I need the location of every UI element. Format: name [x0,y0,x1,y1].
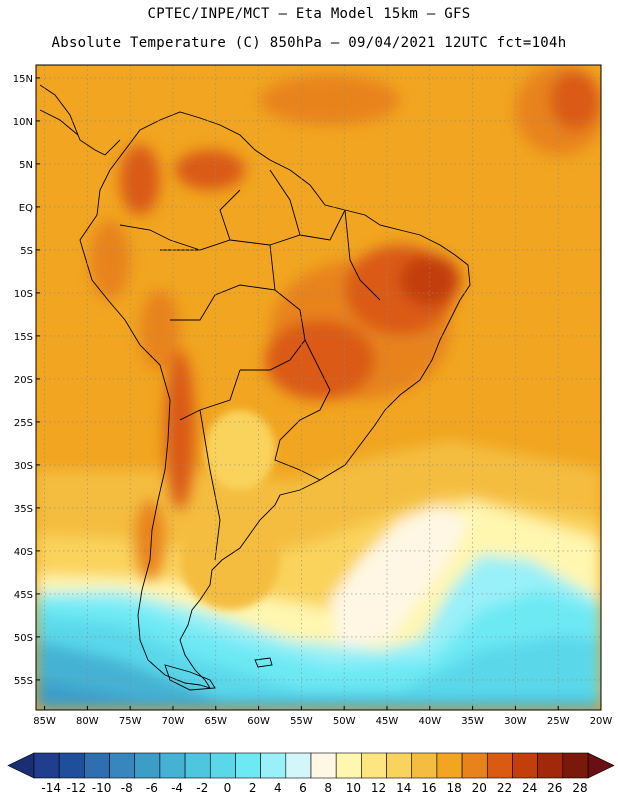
colorbar-label: 24 [522,781,537,795]
colorbar-swatch [285,752,312,779]
lon-tick-label: 70W [162,716,185,727]
colorbar-swatch [159,752,186,779]
colorbar-swatch [461,752,488,779]
lat-tick-label: 15N [13,74,33,85]
map-title-line2: Absolute Temperature (C) 850hPa – 09/04/… [51,35,567,51]
coastline-borders [39,84,471,691]
colorbar-label: -6 [146,781,158,795]
colorbar-high-arrow [587,752,615,779]
central-america-coastline [39,84,121,156]
lat-tick-label: 10S [14,289,33,300]
colorbar-swatch [84,752,110,779]
colorbar-swatch [562,752,589,779]
colorbar-swatch [411,752,438,779]
colorbar-label: 4 [274,781,282,795]
lat-tick-label: 35S [14,504,33,515]
colorbar-label: 22 [497,781,512,795]
colorbar-label: 16 [421,781,436,795]
colorbar-label: 20 [472,781,487,795]
colorbar-swatch [134,752,161,779]
lon-tick-label: 45W [376,716,399,727]
map-frame [35,64,602,711]
colorbar-swatch [184,752,211,779]
colorbar-swatch [335,752,362,779]
colorbar-label: 14 [396,781,411,795]
lat-tick-label: 50S [14,633,33,644]
colorbar-label: 26 [547,781,562,795]
colorbar-swatch [109,752,136,779]
lat-tick-label: 45S [14,590,33,601]
lat-tick-label: 55S [14,676,33,687]
lat-lon-grid [36,65,602,710]
colorbar-label: 10 [346,781,361,795]
country-borders [119,169,381,561]
lon-tick-label: 55W [290,716,313,727]
lon-tick-label: 35W [461,716,484,727]
lon-tick-label: 50W [333,716,356,727]
colorbar-swatch [386,752,413,779]
lon-tick-label: 30W [504,716,527,727]
lon-tick-label: 60W [247,716,270,727]
falklands [254,657,273,668]
lat-tick-label: 25S [14,418,33,429]
lat-tick-label: 20S [14,375,33,386]
colorbar-label: 28 [572,781,587,795]
colorbar-swatch [33,752,60,779]
colorbar-label: -14 [41,781,61,795]
lat-tick-label: 15S [14,332,33,343]
colorbar-label: 0 [224,781,232,795]
lat-tick-label: 5S [20,246,33,257]
lat-tick-label: EQ [19,203,33,214]
tierra-del-fuego [164,664,216,691]
colorbar-swatch [235,752,261,779]
colorbar-swatch [486,752,513,779]
lon-tick-label: 65W [204,716,227,727]
colorbar-label: 12 [371,781,386,795]
lon-tick-label: 20W [590,716,613,727]
lat-tick-label: 5N [19,160,33,171]
colorbar-label: 2 [249,781,257,795]
lat-tick-label: 30S [14,461,33,472]
colorbar-label: -12 [67,781,87,795]
lon-tick-label: 80W [76,716,99,727]
colorbar-label: 6 [299,781,307,795]
colorbar-swatch [209,752,236,779]
colorbar-label: -4 [171,781,183,795]
axis-labels: 15N 10N 5N EQ 5S 10S 15S 20S 25S 30S 35S 40S 45S 50S 5… [13,74,613,727]
colorbar-label: 18 [446,781,461,795]
colorbar-swatch [310,752,337,779]
colorbar-swatch [58,752,85,779]
map-title-line1: CPTEC/INPE/MCT – Eta Model 15km – GFS [147,6,471,22]
colorbar-swatch [512,752,538,779]
lon-tick-label: 25W [547,716,570,727]
temperature-field [36,65,601,710]
colorbar-label: -10 [92,781,112,795]
lon-tick-label: 85W [33,716,56,727]
lon-tick-label: 40W [418,716,441,727]
lat-tick-label: 10N [13,117,33,128]
colorbar-low-arrow [7,752,35,779]
colorbar-label: -2 [196,781,208,795]
colorbar: -14 -12 -10 -8 -6 -4 -2 0 2 4 6 8 10 12 14 16 18 20 22 24 26… [7,752,615,795]
lon-tick-label: 75W [119,716,142,727]
colorbar-swatch [436,752,463,779]
colorbar-swatch [260,752,287,779]
colorbar-label: 8 [324,781,332,795]
south-america-coastline [79,111,471,689]
colorbar-swatch [537,752,564,779]
colorbar-label: -8 [121,781,133,795]
colorbar-swatch [361,752,387,779]
lat-tick-label: 40S [14,547,33,558]
